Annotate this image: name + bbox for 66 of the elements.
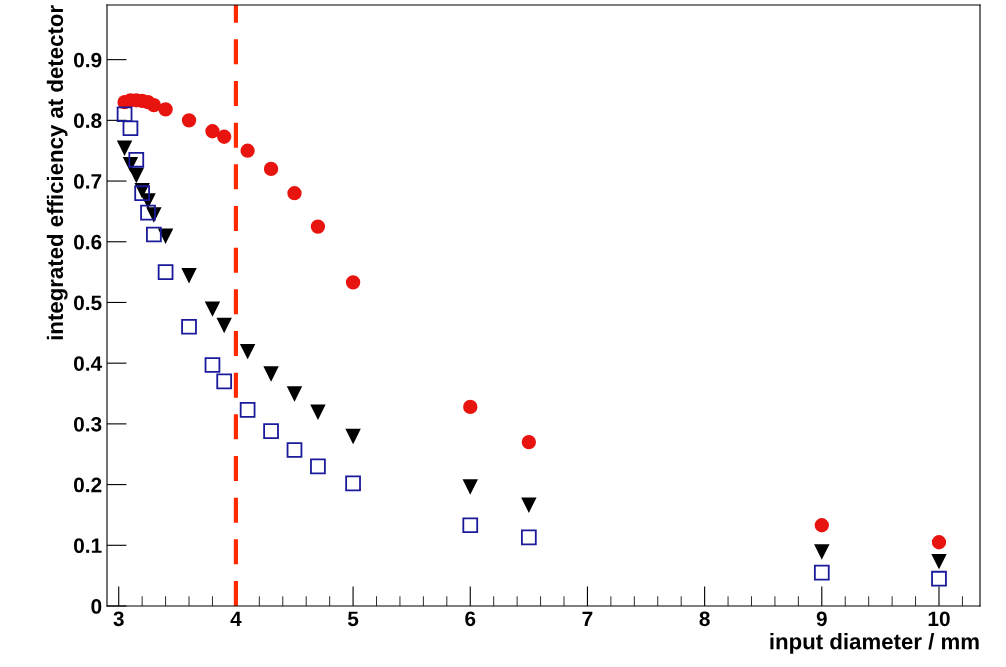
y-tick-label: 0.1 (74, 538, 102, 554)
point (263, 366, 279, 381)
point (181, 318, 197, 335)
point (814, 544, 829, 559)
point (931, 570, 947, 587)
point (205, 301, 220, 316)
point (146, 226, 162, 243)
x-tick-label: 7 (582, 611, 593, 626)
point (217, 129, 232, 144)
point (345, 275, 361, 290)
point (310, 458, 326, 475)
point (463, 479, 478, 494)
point (521, 529, 537, 546)
point (240, 343, 255, 359)
point (931, 553, 947, 569)
point (181, 267, 197, 283)
point (310, 404, 326, 419)
point (931, 535, 947, 550)
point (117, 140, 132, 155)
point (287, 386, 302, 401)
y-tick-label: 0.4 (74, 356, 103, 371)
point (521, 434, 537, 450)
y-tick-label: 0.7 (74, 174, 102, 189)
point (813, 564, 830, 581)
point (239, 402, 256, 418)
point (240, 143, 255, 158)
point (345, 475, 361, 492)
point (116, 106, 133, 123)
y-tick-label: 0 (91, 599, 102, 614)
point (463, 399, 478, 415)
point (345, 428, 361, 444)
y-tick-label: 0.5 (74, 295, 102, 311)
x-tick-label: 5 (347, 611, 359, 627)
point (181, 113, 197, 128)
point (217, 317, 232, 333)
x-axis-title: input diameter / mm (770, 633, 979, 654)
y-tick-label: 0.9 (74, 52, 102, 68)
x-tick-label: 9 (816, 611, 827, 627)
x-tick-label: 10 (928, 611, 950, 627)
y-tick-label: 0.3 (74, 416, 102, 432)
point (310, 219, 326, 234)
point (462, 517, 479, 534)
x-tick-label: 3 (113, 611, 124, 627)
point (205, 124, 220, 139)
point (216, 373, 233, 390)
y-tick-label: 0.2 (74, 477, 102, 493)
point (129, 167, 144, 183)
point (263, 423, 279, 440)
point (521, 497, 537, 512)
x-tick-label: 6 (465, 611, 476, 627)
point (128, 151, 145, 168)
point (286, 442, 303, 458)
point (287, 186, 302, 201)
point (140, 204, 156, 221)
y-tick-label: 0.6 (74, 234, 102, 250)
point (814, 518, 829, 533)
point (263, 161, 279, 177)
point (146, 98, 162, 113)
x-tick-label: 4 (230, 611, 242, 626)
point (158, 102, 173, 117)
y-tick-label: 0.8 (74, 113, 102, 129)
point (157, 264, 174, 280)
point (204, 357, 221, 373)
x-tick-label: 8 (699, 611, 710, 627)
y-axis-title: integrated efficiency at detector (46, 5, 68, 340)
point (122, 120, 139, 137)
